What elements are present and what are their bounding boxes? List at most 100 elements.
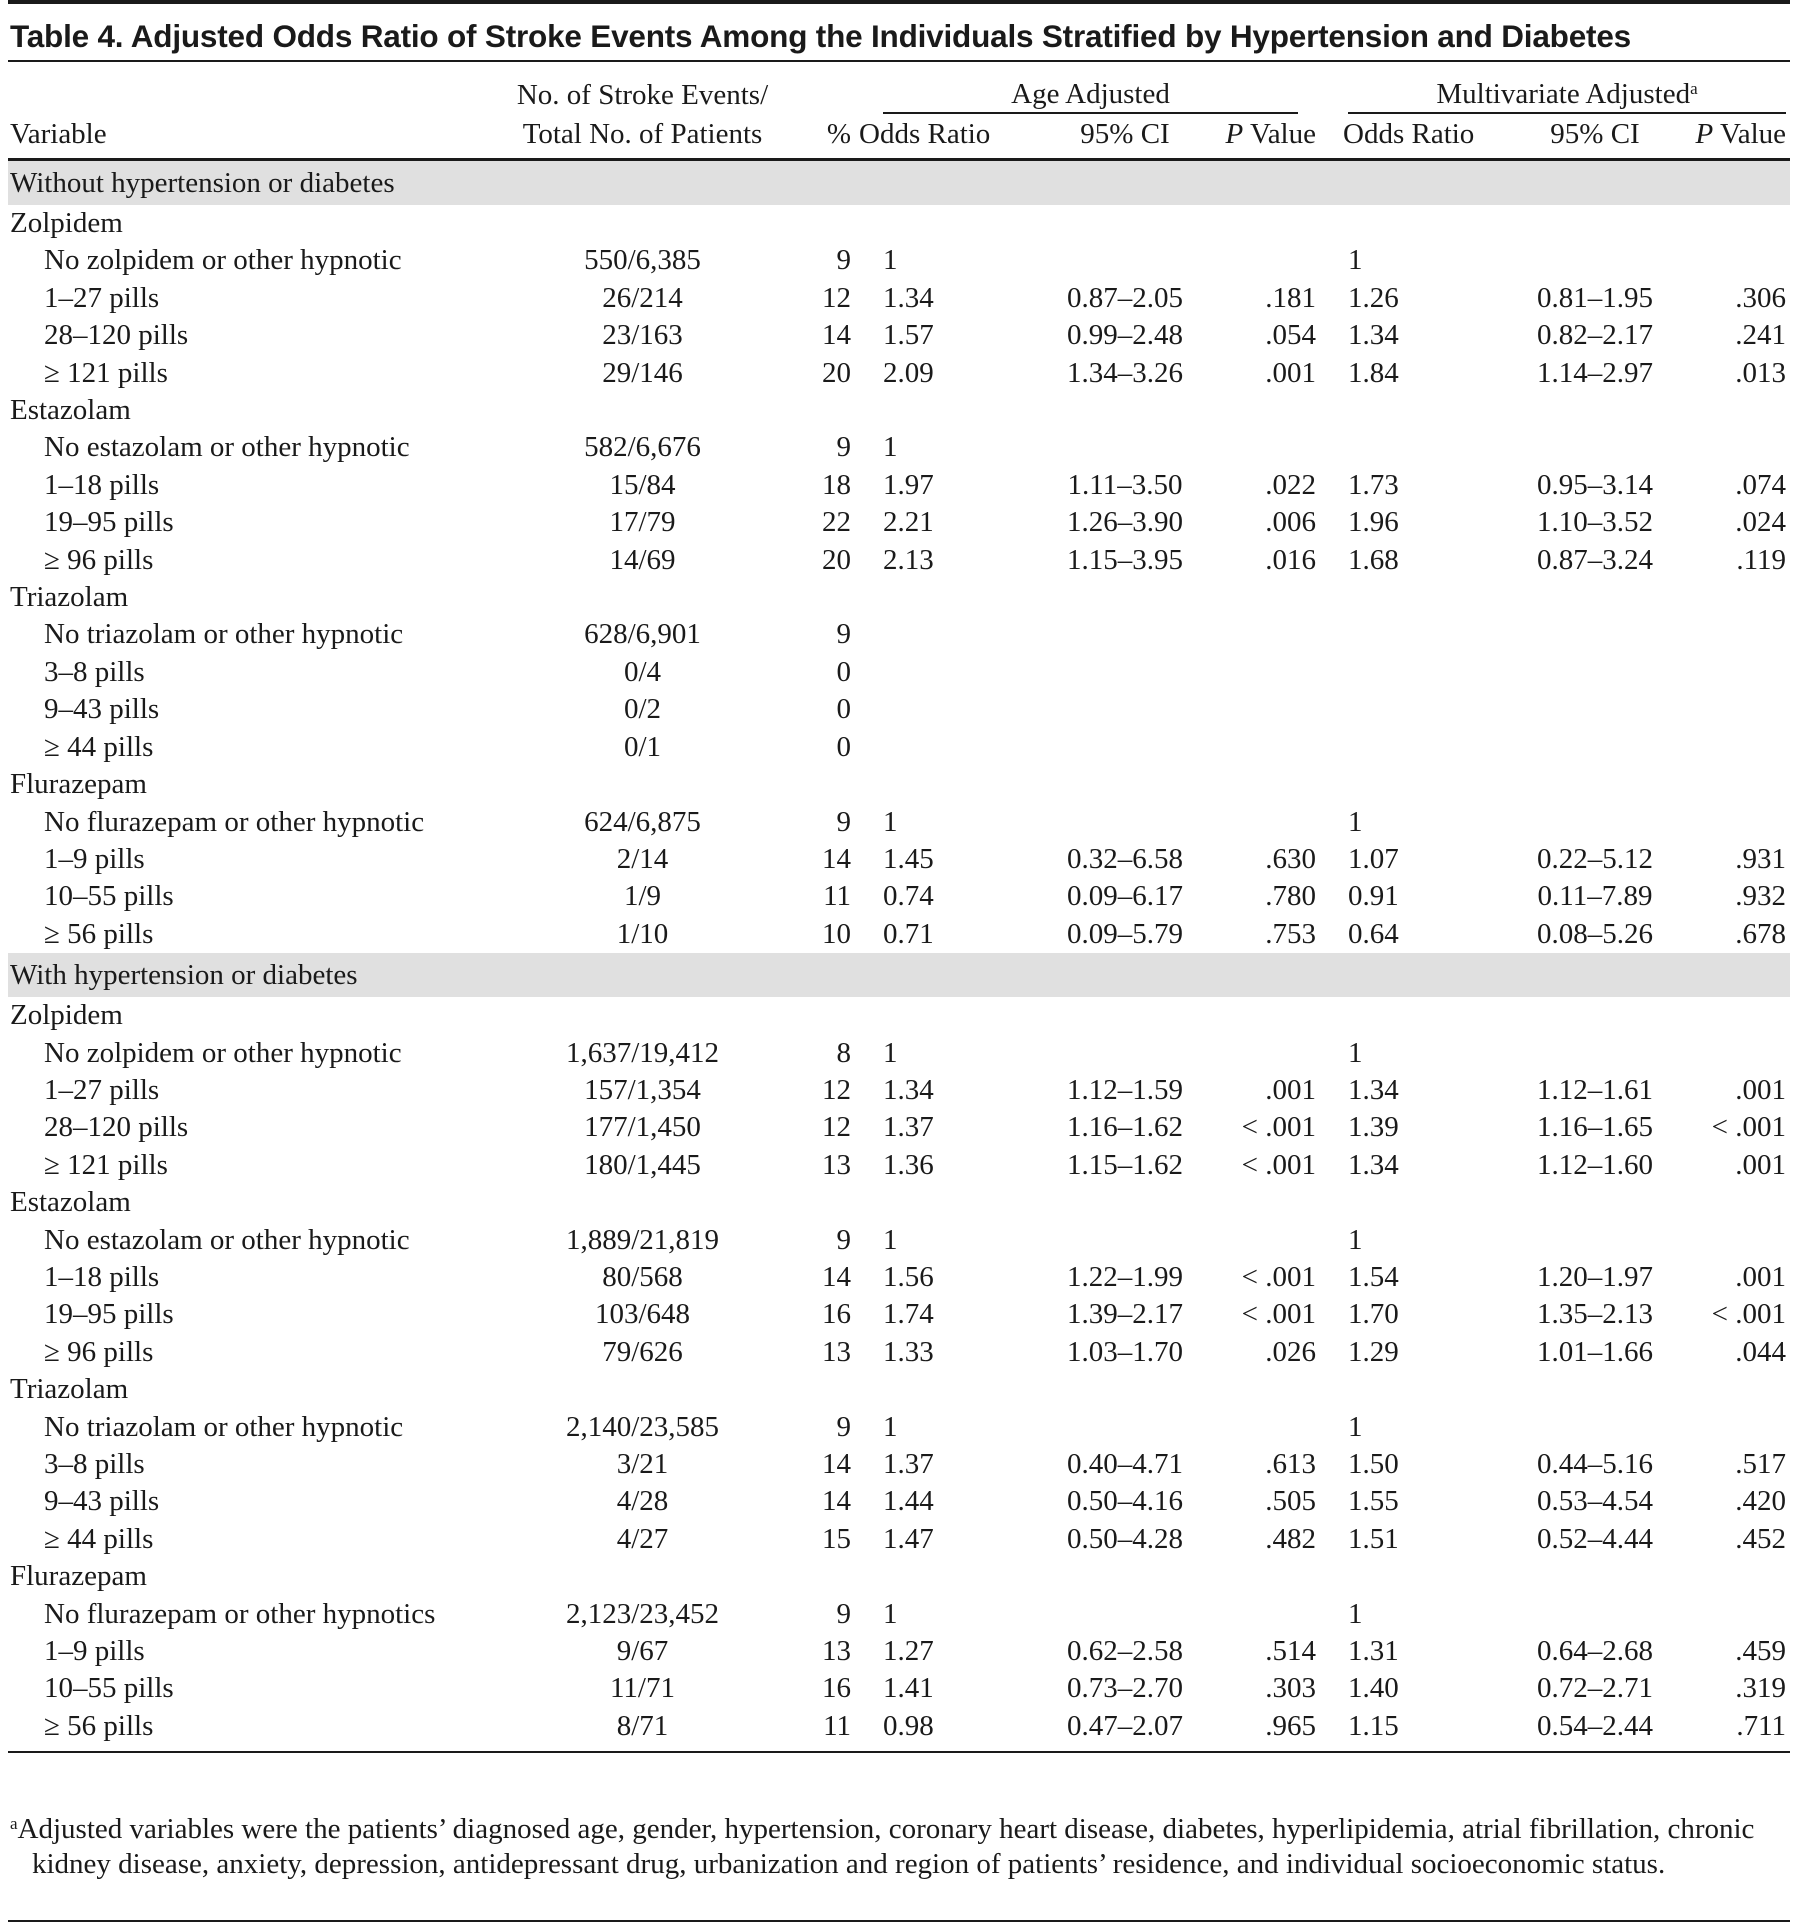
mv-ci-cell: 1.14–2.97: [1537, 356, 1653, 389]
percent-cell: 20: [822, 543, 851, 576]
mv-ci-cell: [1500, 616, 1690, 653]
mv-ci-cell: 1.16–1.65: [1537, 1111, 1653, 1144]
percent-cell: 13: [822, 1148, 851, 1181]
percent-cell: 16: [822, 1672, 851, 1705]
age-odds-ratio-cell: 1.56: [883, 1260, 934, 1293]
table-row: 3–8 pills 0/4 0: [8, 654, 1790, 691]
age-ci-cell: 0.32–6.58: [1067, 842, 1183, 875]
mv-p-value-cell: < .001: [1711, 1298, 1787, 1331]
age-odds-ratio-cell: 1.34: [883, 1073, 934, 1106]
percent-cell: 0: [836, 693, 852, 726]
header-row-2: Variable Total No. of Patients % Odds Ra…: [8, 114, 1791, 161]
mv-p-value-cell: .459: [1735, 1635, 1787, 1668]
age-odds-ratio-cell: 1.45: [883, 842, 934, 875]
age-ci-cell: [1045, 1222, 1205, 1259]
age-ci-cell: 1.22–1.99: [1067, 1260, 1183, 1293]
age-ci-cell: [1045, 242, 1205, 279]
mv-odds-ratio-cell: 1: [1348, 244, 1363, 277]
table-row: No flurazepam or other hypnotic 624/6,875…: [8, 804, 1790, 841]
mv-ci-cell: 0.44–5.16: [1537, 1448, 1653, 1480]
mv-p-value-cell: .931: [1735, 842, 1787, 875]
age-p-value-cell: [1205, 1222, 1320, 1259]
variable-cell: ≥ 121 pills: [44, 356, 168, 389]
mv-ci-cell: [1500, 242, 1690, 279]
header-row-1: No. of Stroke Events/ Age Adjusted Multi…: [8, 70, 1790, 114]
age-ci-cell: [1045, 804, 1205, 841]
percent-cell: 18: [822, 468, 851, 501]
age-p-value-cell: .181: [1265, 281, 1316, 314]
events-total-cell: 15/84: [609, 468, 676, 501]
mv-p-value-cell: [1690, 1596, 1790, 1633]
events-total-cell: 0/1: [623, 730, 662, 763]
section-header-row: With hypertension or diabetes: [8, 953, 1791, 998]
age-odds-ratio-cell: 0.98: [855, 1707, 1045, 1754]
mv-odds-ratio-cell: 1: [1348, 805, 1363, 838]
age-p-value-cell: .753: [1265, 917, 1316, 950]
variable-header: Variable: [8, 114, 515, 161]
age-odds-ratio-cell: 1: [883, 805, 898, 838]
variable-cell: 3–8 pills: [44, 1448, 145, 1480]
variable-cell: No estazolam or other hypnotic: [44, 1223, 410, 1256]
mv-ci-cell: [1500, 429, 1690, 466]
mv-p-value-cell: [1690, 1409, 1790, 1446]
percent-cell: 14: [822, 1260, 851, 1293]
variable-cell: ≥ 44 pills: [44, 1522, 154, 1555]
mv-odds-ratio-cell: 1: [1348, 1036, 1363, 1069]
mv-ci-cell: 0.52–4.44: [1537, 1522, 1653, 1555]
age-odds-ratio-cell: 1.27: [883, 1635, 934, 1668]
mv-odds-ratio-cell: 1.07: [1348, 842, 1399, 875]
events-total-cell: 4/28: [616, 1485, 669, 1518]
mv-ci-cell: 1.10–3.52: [1537, 506, 1653, 539]
percent-cell: 12: [822, 1111, 851, 1144]
variable-cell: No estazolam or other hypnotic: [44, 431, 410, 464]
events-total-cell: 550/6,385: [584, 244, 701, 277]
mv-p-value-cell: [1690, 729, 1790, 766]
drug-name: Triazolam: [10, 581, 129, 614]
percent-cell: 9: [836, 244, 852, 277]
mv-ci-cell: 1.01–1.66: [1537, 1335, 1653, 1368]
drug-group-row: Estazolam: [8, 392, 1790, 429]
age-ci-cell: 1.34–3.26: [1067, 356, 1183, 389]
age-p-value-cell: [1205, 616, 1320, 653]
mv-ci-cell: [1500, 804, 1690, 841]
age-ci-cell: 0.40–4.71: [1067, 1448, 1183, 1480]
events-total-cell: 2,123/23,452: [565, 1597, 720, 1630]
events-total-cell: 26/214: [602, 281, 683, 314]
mv-ci-cell: 0.11–7.89: [1537, 880, 1653, 913]
percent-cell: 12: [822, 281, 851, 314]
events-total-cell: 1/10: [616, 917, 669, 950]
events-total-cell: 14/69: [609, 543, 676, 576]
mv-ci-cell: 0.64–2.68: [1537, 1635, 1653, 1668]
age-p-value-cell: .026: [1265, 1335, 1316, 1368]
section-label: Without hypertension or diabetes: [8, 159, 1791, 205]
age-ci-cell: 1.16–1.62: [1067, 1111, 1183, 1144]
table-row: 1–18 pills 15/84 18 1.97 1.11–3.50 .022 1.73 0.…: [8, 467, 1790, 504]
odds-ratio-table: No. of Stroke Events/ Age Adjusted Multi…: [8, 70, 1791, 1754]
mv-odds-ratio-header: Odds Ratio: [1320, 114, 1500, 161]
percent-cell: 11: [823, 880, 851, 913]
mv-p-value-cell: .119: [1736, 543, 1787, 576]
section-header-row: Without hypertension or diabetes: [8, 159, 1791, 205]
variable-cell: 19–95 pills: [44, 1298, 174, 1331]
variable-cell: ≥ 56 pills: [8, 1707, 515, 1754]
mv-odds-ratio-cell: [1320, 691, 1500, 728]
mv-p-value-cell: .932: [1735, 880, 1787, 913]
age-p-value-cell: .016: [1265, 543, 1316, 576]
table-row: ≥ 121 pills 29/146 20 2.09 1.34–3.26 .001 1.84…: [8, 355, 1790, 392]
events-total-cell: 9/67: [616, 1635, 669, 1668]
mv-ci-cell: 0.72–2.71: [1537, 1672, 1653, 1705]
mv-p-value-cell: .074: [1735, 468, 1787, 501]
mv-p-value-cell: .420: [1735, 1485, 1787, 1518]
age-p-value-cell: [1205, 654, 1320, 691]
mv-odds-ratio-cell: 1.54: [1348, 1260, 1399, 1293]
variable-cell: No triazolam or other hypnotic: [44, 1410, 404, 1443]
age-p-value-cell: .006: [1265, 506, 1316, 539]
events-total-cell: 103/648: [594, 1298, 691, 1331]
mv-odds-ratio-cell: 0.64: [1348, 917, 1399, 950]
mv-p-value-cell: .044: [1735, 1335, 1787, 1368]
table-row: ≥ 56 pills 1/10 10 0.71 0.09–5.79 .753 0.64 0.0…: [8, 916, 1790, 953]
age-odds-ratio-cell: 1.37: [883, 1448, 934, 1480]
mv-odds-ratio-cell: 1.29: [1348, 1335, 1399, 1368]
table-row: No estazolam or other hypnotic 582/6,676 9…: [8, 429, 1790, 466]
mv-odds-ratio-cell: 1.26: [1348, 281, 1399, 314]
